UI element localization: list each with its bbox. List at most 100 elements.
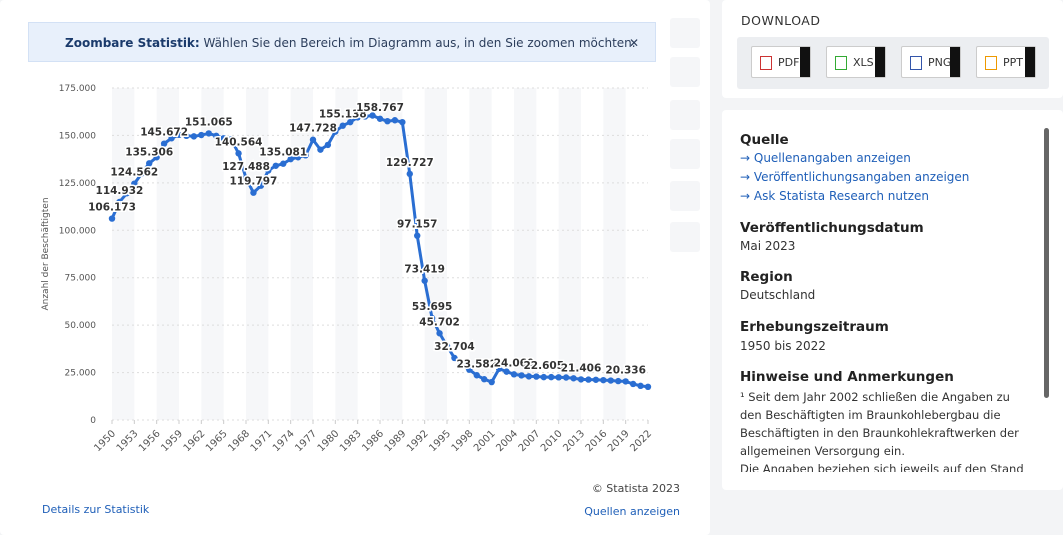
point [592,376,600,383]
data-label: 114.932 [96,185,144,197]
point [570,375,577,382]
point [406,170,413,178]
point [495,365,503,372]
point [153,154,160,161]
source-link[interactable]: Ask Statista Research nutzen [740,189,929,203]
point [518,372,525,379]
point [190,133,198,140]
data-label: 22.605 [524,360,565,372]
x-tick-label: 2013 [561,428,587,454]
data-label: 155.138 [319,109,367,121]
point [488,378,495,386]
point [309,136,317,143]
data-label: 151.065 [185,116,233,128]
x-tick-label: 1983 [338,428,364,454]
y-tick-label: 150.000 [59,131,96,141]
download-button[interactable]: PNG [901,46,961,78]
favorite-icon[interactable] [670,18,700,48]
x-tick-label: 1956 [137,428,163,454]
x-tick-label: 1965 [204,428,230,454]
notes-title: Hinweise und Anmerkungen [740,369,954,385]
cite-icon[interactable] [670,181,700,211]
band [335,88,358,420]
point [324,141,332,149]
data-label: 124.562 [110,167,158,179]
source-link[interactable]: Quellenangaben anzeigen [740,151,911,165]
sources-link[interactable]: Quellen anzeigen [584,505,680,518]
point [138,170,145,177]
point [421,277,428,284]
y-tick-label: 0 [90,416,96,426]
download-title: DOWNLOAD [741,13,821,28]
point [473,372,480,379]
chart-card: Zoombare Statistik: Wählen Sie den Berei… [0,0,710,535]
data-label: 73.419 [404,264,445,276]
data-label: 145.672 [140,127,188,139]
alert-icon[interactable] [670,57,700,87]
note: ¹ Seit dem Jahr 2002 schließen die Angab… [740,390,1019,458]
point [257,182,265,189]
date: Mai 2023 [740,239,796,253]
x-tick-label: 2004 [494,428,520,454]
band [514,88,537,420]
point [510,371,518,378]
data-label: 135.306 [125,146,173,158]
band [112,88,135,420]
point [555,374,562,381]
point [347,118,354,126]
point [548,373,555,381]
point [414,232,421,239]
download-button[interactable]: PDF [751,46,811,78]
share-icon[interactable] [670,139,700,169]
scrollbar [1044,128,1049,398]
point [525,373,533,380]
print-icon[interactable] [670,222,700,252]
notes: ¹ Seit dem Jahr 2002 schließen die Angab… [740,388,1030,472]
settings-icon[interactable] [670,100,700,130]
x-tick-label: 1971 [249,428,275,454]
point [339,122,346,129]
data-label: 53.695 [412,301,453,313]
point [183,132,190,140]
point [607,377,614,384]
point [250,189,257,196]
point [577,376,585,383]
x-tick-label: 1998 [450,428,476,454]
band [603,88,626,420]
download-bar: PDF XLS PNG PPT [737,37,1049,89]
point [503,368,510,375]
point [272,162,279,169]
point [116,198,123,206]
point [108,215,116,222]
x-tick-label: 1980 [316,428,342,454]
point [629,380,637,388]
x-tick-label: 1968 [226,428,252,454]
y-tick-label: 50.000 [65,321,97,331]
point [533,373,540,380]
data-label: 24.069 [494,357,535,369]
point [205,130,212,137]
download-button[interactable]: PPT [976,46,1036,78]
point [146,160,153,167]
data-label: 23.582 [457,358,498,370]
x-tick-label: 2016 [584,428,610,454]
point [361,113,369,120]
chart: 0 25.000 50.000 75.000 100.000 125.000 150.000… [41,84,654,454]
point [615,377,622,385]
region: Deutschland [740,288,816,302]
data-label: 106.173 [88,202,136,214]
close-icon[interactable]: ✕ [628,36,639,50]
band [156,88,179,420]
point [562,374,570,381]
point [376,115,384,122]
x-tick-label: 1953 [115,428,141,454]
download-button[interactable]: XLS [826,46,886,78]
source-link[interactable]: Veröffentlichungsangaben anzeigen [740,170,970,184]
data-label: 147.728 [289,123,337,135]
y-tick-label: 100.000 [59,226,96,236]
point [600,376,607,384]
band [469,88,492,420]
details-link[interactable]: Details zur Statistik [42,503,150,516]
point [436,330,443,337]
note: Die Angaben beziehen sich jeweils auf de… [740,462,1024,472]
